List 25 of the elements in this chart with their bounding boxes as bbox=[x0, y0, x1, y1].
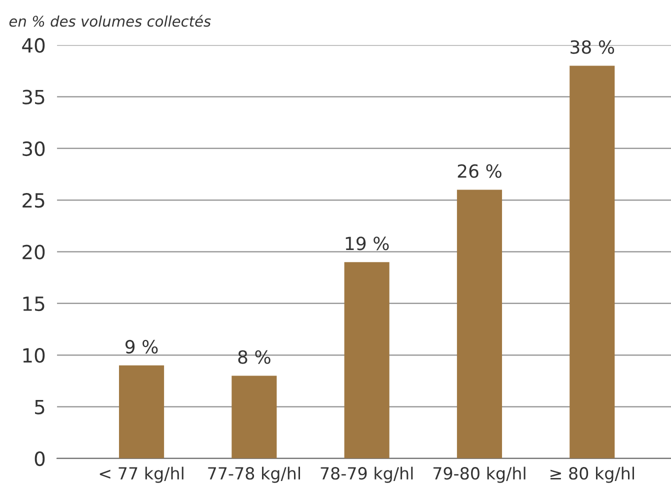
bar bbox=[118, 365, 164, 458]
y-tick-label: 10 bbox=[23, 348, 45, 363]
x-tick-label: 79-80 kg/hl bbox=[433, 466, 526, 483]
data-label: 19 % bbox=[346, 236, 389, 250]
y-tick-label: 30 bbox=[22, 141, 45, 156]
x-tick-label: < 77 kg/hl bbox=[100, 466, 184, 483]
y-tick-label: 25 bbox=[22, 193, 44, 208]
y-tick-label: 5 bbox=[35, 400, 44, 414]
data-label: 26 % bbox=[458, 164, 502, 178]
y-tick-label: 20 bbox=[22, 244, 45, 260]
y-tick-label: 40 bbox=[22, 38, 45, 53]
y-tick-label: 35 bbox=[22, 90, 44, 104]
data-label: 38 % bbox=[570, 40, 614, 54]
x-tick-label: 78-79 kg/hl bbox=[320, 466, 413, 483]
y-tick-label: 15 bbox=[23, 296, 44, 312]
bar bbox=[232, 376, 277, 458]
bar bbox=[456, 190, 502, 458]
data-label: 9 % bbox=[125, 340, 158, 354]
x-tick-label: ≥ 80 kg/hl bbox=[550, 466, 634, 483]
y-axis-title: en % des volumes collectés bbox=[9, 14, 211, 27]
y-tick-label: 0 bbox=[34, 451, 45, 466]
x-tick-label: 77-78 kg/hl bbox=[208, 466, 300, 483]
data-label: 8 % bbox=[238, 350, 270, 364]
bar bbox=[344, 262, 390, 458]
bar bbox=[570, 66, 615, 458]
